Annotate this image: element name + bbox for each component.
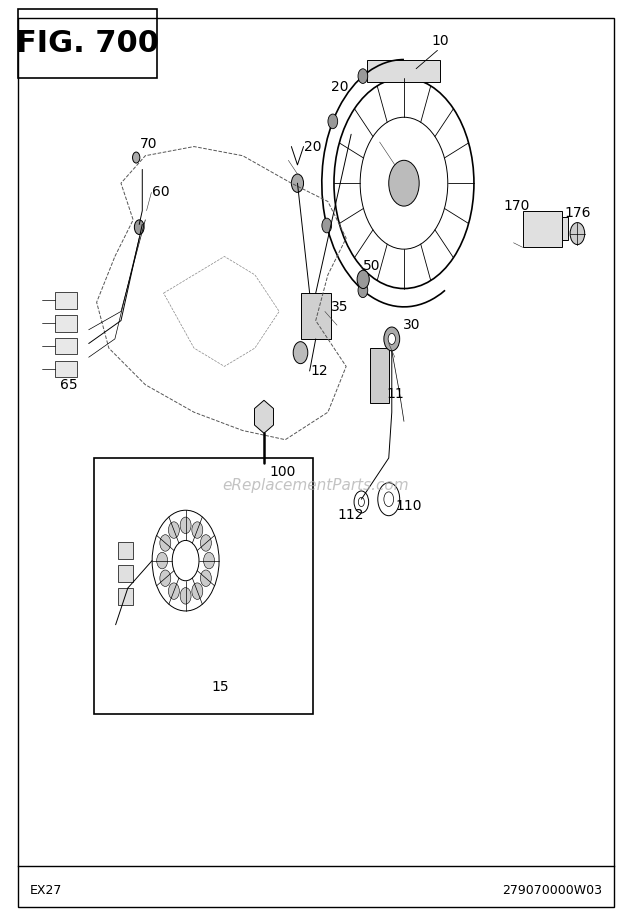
Circle shape [570, 223, 585, 245]
Circle shape [160, 570, 171, 586]
Circle shape [200, 570, 211, 586]
Circle shape [200, 535, 211, 551]
Text: 10: 10 [432, 34, 450, 49]
Text: eReplacementParts.com: eReplacementParts.com [223, 478, 409, 493]
Text: 60: 60 [152, 185, 169, 200]
Circle shape [157, 552, 167, 569]
Text: 20: 20 [331, 80, 349, 94]
Text: 15: 15 [212, 680, 229, 694]
Text: 11: 11 [386, 387, 404, 401]
Circle shape [357, 270, 370, 289]
FancyBboxPatch shape [94, 458, 312, 714]
Text: 12: 12 [310, 364, 327, 378]
FancyBboxPatch shape [523, 211, 562, 247]
FancyBboxPatch shape [368, 60, 440, 82]
Circle shape [180, 517, 191, 533]
Bar [55, 361, 77, 377]
Circle shape [160, 535, 171, 551]
Bar [55, 292, 77, 309]
Circle shape [135, 220, 144, 234]
Text: 110: 110 [395, 498, 422, 513]
Circle shape [384, 327, 400, 351]
Circle shape [322, 218, 332, 233]
Circle shape [192, 522, 203, 539]
Text: 70: 70 [140, 136, 157, 151]
Bar [55, 315, 77, 332]
Circle shape [133, 152, 140, 163]
FancyBboxPatch shape [371, 348, 389, 403]
Circle shape [328, 114, 338, 129]
Text: 100: 100 [269, 464, 296, 479]
Circle shape [169, 522, 179, 539]
Circle shape [358, 283, 368, 298]
Circle shape [358, 69, 368, 83]
Text: 170: 170 [503, 199, 529, 213]
Text: EX27: EX27 [30, 884, 62, 897]
Text: FIG. 700: FIG. 700 [16, 29, 159, 58]
Text: 30: 30 [403, 318, 420, 333]
Bar [55, 338, 77, 354]
Bar [118, 588, 133, 605]
Circle shape [203, 552, 215, 569]
Polygon shape [254, 400, 273, 433]
Circle shape [291, 174, 304, 192]
Text: 35: 35 [331, 300, 349, 314]
Text: 50: 50 [363, 258, 381, 273]
Circle shape [192, 583, 203, 599]
Text: 176: 176 [564, 205, 591, 220]
Circle shape [388, 333, 396, 344]
Text: 279070000W03: 279070000W03 [502, 884, 602, 897]
Circle shape [169, 583, 179, 599]
Circle shape [389, 160, 419, 206]
Text: 112: 112 [338, 507, 365, 522]
FancyBboxPatch shape [562, 217, 569, 240]
FancyBboxPatch shape [301, 293, 331, 339]
Circle shape [180, 588, 191, 605]
Bar [118, 542, 133, 559]
Bar [118, 565, 133, 582]
Circle shape [293, 342, 308, 364]
Text: 65: 65 [60, 377, 78, 392]
Text: 20: 20 [304, 139, 321, 154]
